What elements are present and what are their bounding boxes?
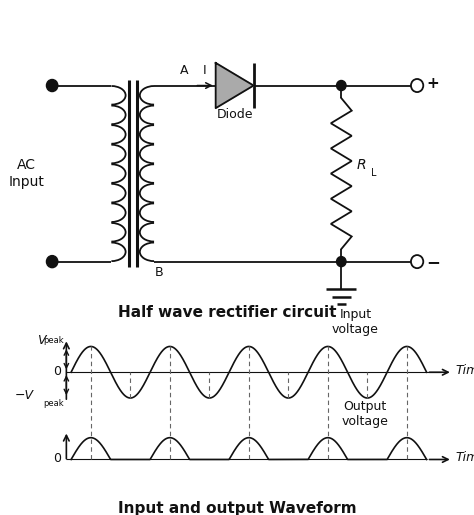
- Text: peak: peak: [43, 399, 64, 407]
- Text: L: L: [371, 168, 376, 178]
- Text: R: R: [356, 158, 366, 171]
- Text: Time: Time: [455, 451, 474, 465]
- Text: Time: Time: [455, 364, 474, 377]
- Text: AC
Input: AC Input: [8, 159, 44, 188]
- Text: Diode: Diode: [216, 108, 253, 121]
- Text: A: A: [180, 64, 188, 77]
- Text: 0: 0: [53, 365, 61, 377]
- Text: Half wave rectifier circuit: Half wave rectifier circuit: [118, 305, 337, 320]
- Text: +: +: [427, 76, 439, 91]
- Circle shape: [46, 255, 58, 268]
- Text: −: −: [427, 253, 440, 270]
- Circle shape: [411, 79, 423, 92]
- Circle shape: [411, 255, 423, 268]
- Polygon shape: [216, 63, 254, 108]
- Text: Input
voltage: Input voltage: [332, 307, 379, 336]
- Text: Output
voltage: Output voltage: [342, 400, 388, 428]
- Text: −V: −V: [15, 389, 34, 402]
- Text: B: B: [155, 266, 163, 279]
- Text: 0: 0: [53, 452, 61, 465]
- Text: peak: peak: [43, 336, 64, 346]
- Text: V: V: [36, 334, 45, 348]
- Text: I: I: [203, 64, 207, 77]
- Circle shape: [337, 256, 346, 267]
- Circle shape: [46, 79, 58, 92]
- Text: Input and output Waveform: Input and output Waveform: [118, 501, 356, 515]
- Circle shape: [337, 80, 346, 91]
